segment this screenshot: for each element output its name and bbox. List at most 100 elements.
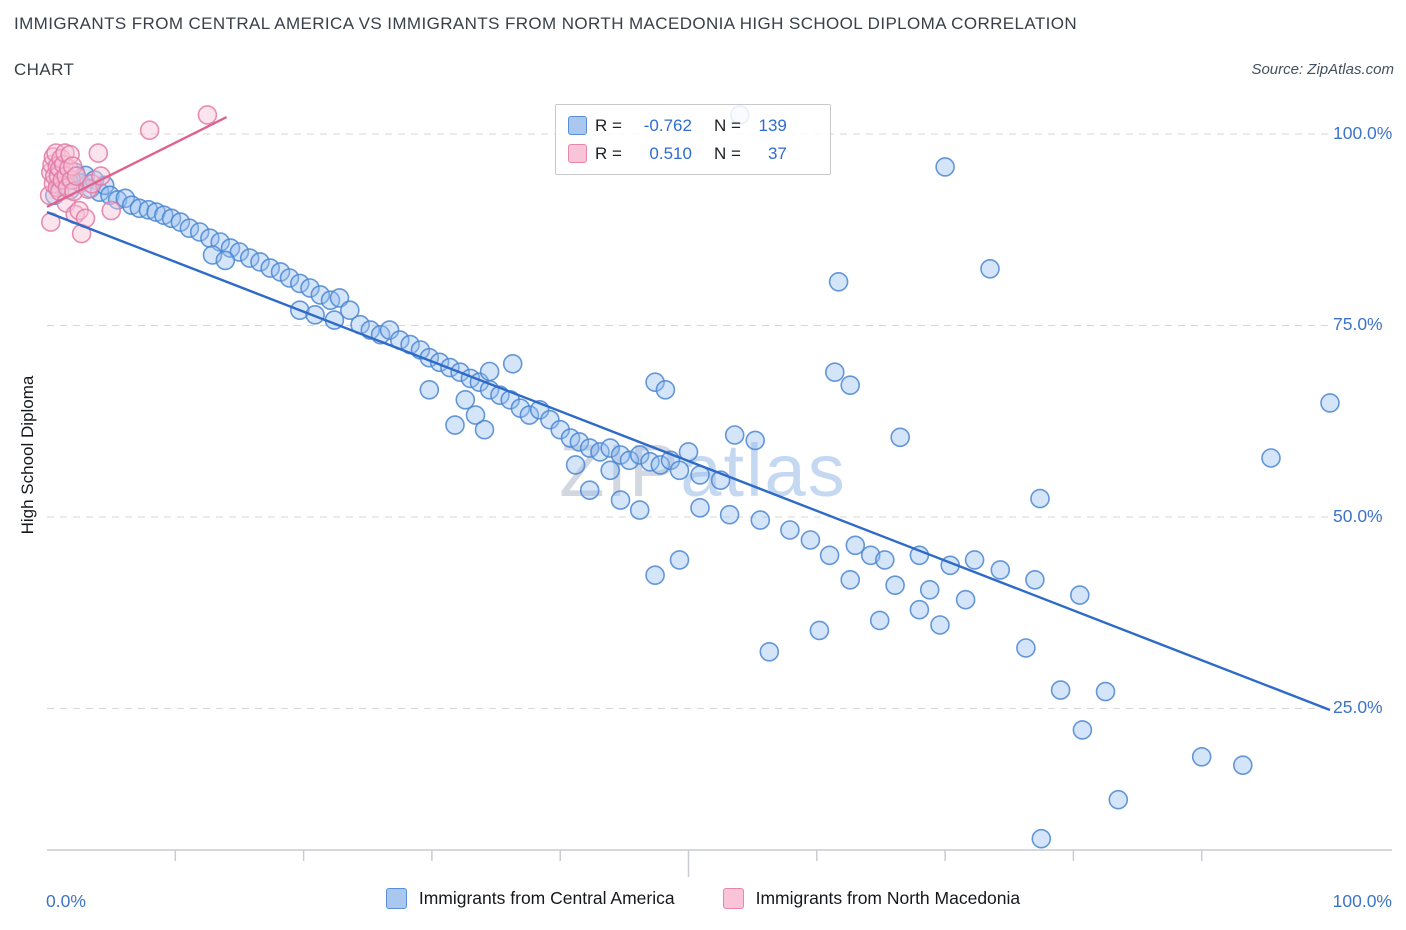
point-central-america [645, 372, 665, 393]
point-central-america [1095, 681, 1116, 702]
point-central-america [215, 250, 236, 271]
point-central-america [828, 271, 849, 292]
point-north-macedonia [101, 200, 121, 221]
legend-item-central-america: Immigrants from Central America [385, 888, 675, 909]
point-north-macedonia [62, 156, 83, 176]
point-north-macedonia [139, 120, 160, 140]
legend-label: Immigrants from Central America [418, 888, 675, 908]
series-legend: Immigrants from Central America Immigran… [0, 888, 1406, 909]
point-north-macedonia [66, 166, 87, 186]
point-central-america [1072, 720, 1093, 740]
point-central-america [629, 445, 650, 465]
point-central-america [629, 500, 650, 520]
point-central-america [419, 379, 440, 400]
legend-row-north-macedonia: R = 0.510 N = 37 [568, 142, 818, 165]
page-title: IMMIGRANTS FROM CENTRAL AMERICA VS IMMIG… [14, 14, 1078, 33]
point-central-america [619, 450, 640, 471]
r-label: R = [595, 115, 622, 135]
point-central-america [780, 520, 800, 540]
point-central-america [719, 504, 740, 525]
point-central-america [479, 361, 500, 382]
point-central-america [980, 258, 1000, 279]
y-tick-75: 75.0% [1333, 314, 1383, 334]
point-central-america [1031, 828, 1052, 849]
point-central-america [990, 560, 1011, 580]
point-central-america [935, 157, 955, 177]
point-north-macedonia [197, 105, 218, 125]
point-central-america [869, 610, 890, 631]
point-central-america [519, 405, 540, 425]
point-central-america [919, 579, 940, 600]
point-north-macedonia [69, 200, 89, 221]
point-central-america [840, 569, 861, 590]
point-central-america [179, 218, 200, 238]
point-central-america [565, 455, 586, 475]
point-central-america [1261, 448, 1281, 468]
point-north-macedonia [88, 143, 109, 163]
pink-series-swatch [722, 888, 744, 909]
point-central-america [250, 252, 270, 272]
point-central-america [1191, 746, 1212, 767]
y-tick-50: 50.0% [1333, 506, 1383, 526]
point-central-america [669, 550, 690, 570]
point-central-america [1050, 680, 1071, 700]
point-central-america [1016, 638, 1036, 658]
point-central-america [824, 362, 845, 383]
n-value: 139 [758, 115, 787, 135]
point-central-america [874, 550, 895, 570]
correlation-legend: R = -0.762 N = 139 R = 0.510 N = 37 [555, 104, 831, 175]
point-central-america [310, 285, 331, 305]
point-central-america [305, 304, 325, 325]
point-central-america [964, 550, 985, 570]
point-central-america [502, 353, 523, 374]
point-central-america [759, 641, 780, 662]
point-central-america [300, 278, 320, 298]
r-value: -0.762 [643, 115, 692, 135]
point-central-america [279, 268, 300, 288]
point-central-america [655, 379, 676, 400]
point-central-america [724, 425, 745, 445]
y-tick-100: 100.0% [1333, 123, 1393, 143]
point-central-america [750, 510, 771, 530]
point-central-america [1025, 569, 1045, 590]
source-attribution: Source: ZipAtlas.com [1251, 61, 1394, 78]
n-value: 37 [767, 143, 787, 163]
point-central-america [745, 430, 766, 451]
y-axis-title: High School Diploma [18, 375, 37, 535]
point-central-america [600, 438, 621, 458]
point-central-america [600, 460, 621, 481]
point-central-america [845, 535, 866, 556]
point-central-america [200, 228, 220, 248]
point-central-america [690, 497, 710, 518]
point-central-america [239, 248, 260, 268]
r-value: 0.510 [649, 143, 692, 163]
point-central-america [890, 427, 911, 448]
point-central-america [455, 389, 476, 410]
point-central-america [465, 405, 486, 425]
point-central-america [930, 615, 950, 635]
point-central-america [1233, 755, 1253, 776]
point-central-america [379, 320, 400, 340]
point-central-america [669, 460, 690, 481]
point-central-america [569, 432, 590, 452]
point-central-america [1030, 488, 1050, 509]
x-axis-min-label: 0.0% [46, 891, 86, 911]
y-tick-25: 25.0% [1333, 697, 1383, 717]
r-label: R = [595, 143, 622, 163]
n-label: N = [713, 143, 741, 163]
point-central-america [540, 409, 560, 430]
point-central-america [339, 300, 360, 321]
point-central-america [800, 530, 821, 550]
page-subtitle: CHART [14, 60, 75, 79]
point-central-america [579, 438, 600, 458]
point-central-america [1070, 585, 1090, 605]
point-central-america [590, 442, 610, 462]
point-central-america [1320, 393, 1340, 413]
point-central-america [809, 620, 830, 641]
point-central-america [650, 455, 671, 475]
blue-series-swatch [385, 888, 407, 909]
point-central-america [289, 273, 310, 294]
point-central-america [229, 242, 250, 262]
